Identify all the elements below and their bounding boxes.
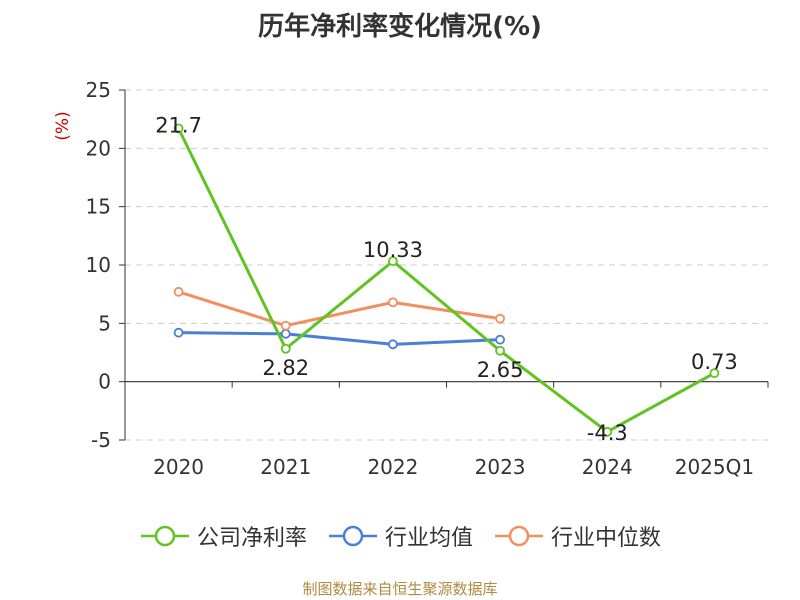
data-point	[495, 313, 505, 324]
data-point	[173, 286, 184, 297]
legend-label: 行业中位数	[551, 526, 662, 551]
y-tick-label: 10	[86, 253, 111, 277]
legend-label: 行业均值	[384, 526, 473, 551]
data-label: 21.7	[155, 114, 202, 138]
series-line-0	[177, 127, 716, 434]
data-point	[602, 426, 613, 437]
data-label: -4.3	[587, 421, 628, 445]
x-tick-label: 2022	[367, 455, 418, 479]
x-tick-label: 2020	[153, 455, 204, 479]
data-point	[173, 123, 184, 134]
data-label: 2.65	[477, 358, 524, 382]
data-point	[173, 327, 184, 338]
legend-marker-icon	[328, 525, 377, 547]
data-label: 10.33	[363, 238, 423, 262]
data-point	[388, 256, 398, 267]
y-axis-label: (%)	[53, 111, 73, 140]
y-tick-label: 15	[86, 195, 111, 219]
legend-item[interactable]: 行业中位数	[493, 520, 661, 552]
x-tick-label: 2021	[260, 455, 311, 479]
data-point	[495, 345, 505, 356]
data-point	[388, 297, 398, 308]
source-note: 制图数据来自恒生聚源数据库	[302, 580, 498, 598]
data-point	[388, 339, 398, 350]
legend-marker-icon	[495, 525, 543, 547]
data-label: 2.82	[262, 356, 309, 380]
data-point	[709, 368, 720, 379]
legend-marker-icon	[140, 525, 189, 547]
data-point	[495, 334, 505, 345]
data-point	[280, 328, 291, 339]
data-point	[280, 320, 291, 331]
x-tick-label: 2025Q1	[675, 455, 754, 479]
y-tick-label: -5	[91, 428, 111, 452]
data-point	[280, 343, 291, 354]
chart-title: 历年净利率变化情况(%)	[258, 12, 542, 42]
axes: 25 20 15 10 5 0 -5 2020 2021 2022 2023 2024 2025Q1	[86, 78, 769, 479]
legend: 公司净利率 行业均值 行业中位数	[0, 520, 800, 552]
x-tick-label: 2024	[582, 455, 633, 479]
y-tick-label: 20	[86, 136, 111, 160]
legend-item[interactable]: 公司净利率	[139, 520, 307, 552]
legend-label: 公司净利率	[196, 526, 307, 551]
gridlines	[125, 89, 768, 441]
series-line-1	[178, 331, 501, 346]
x-tick-label: 2023	[475, 455, 526, 479]
data-labels: 21.7 2.82 10.33 2.65 -4.3 0.73	[155, 114, 738, 445]
series-line-2	[178, 290, 501, 328]
data-label: 0.73	[691, 350, 738, 374]
y-tick-label: 5	[98, 311, 111, 335]
y-tick-label: 0	[98, 370, 111, 394]
series-lines	[173, 123, 720, 437]
legend-item[interactable]: 行业均值	[327, 520, 473, 552]
y-tick-label: 25	[86, 78, 111, 102]
